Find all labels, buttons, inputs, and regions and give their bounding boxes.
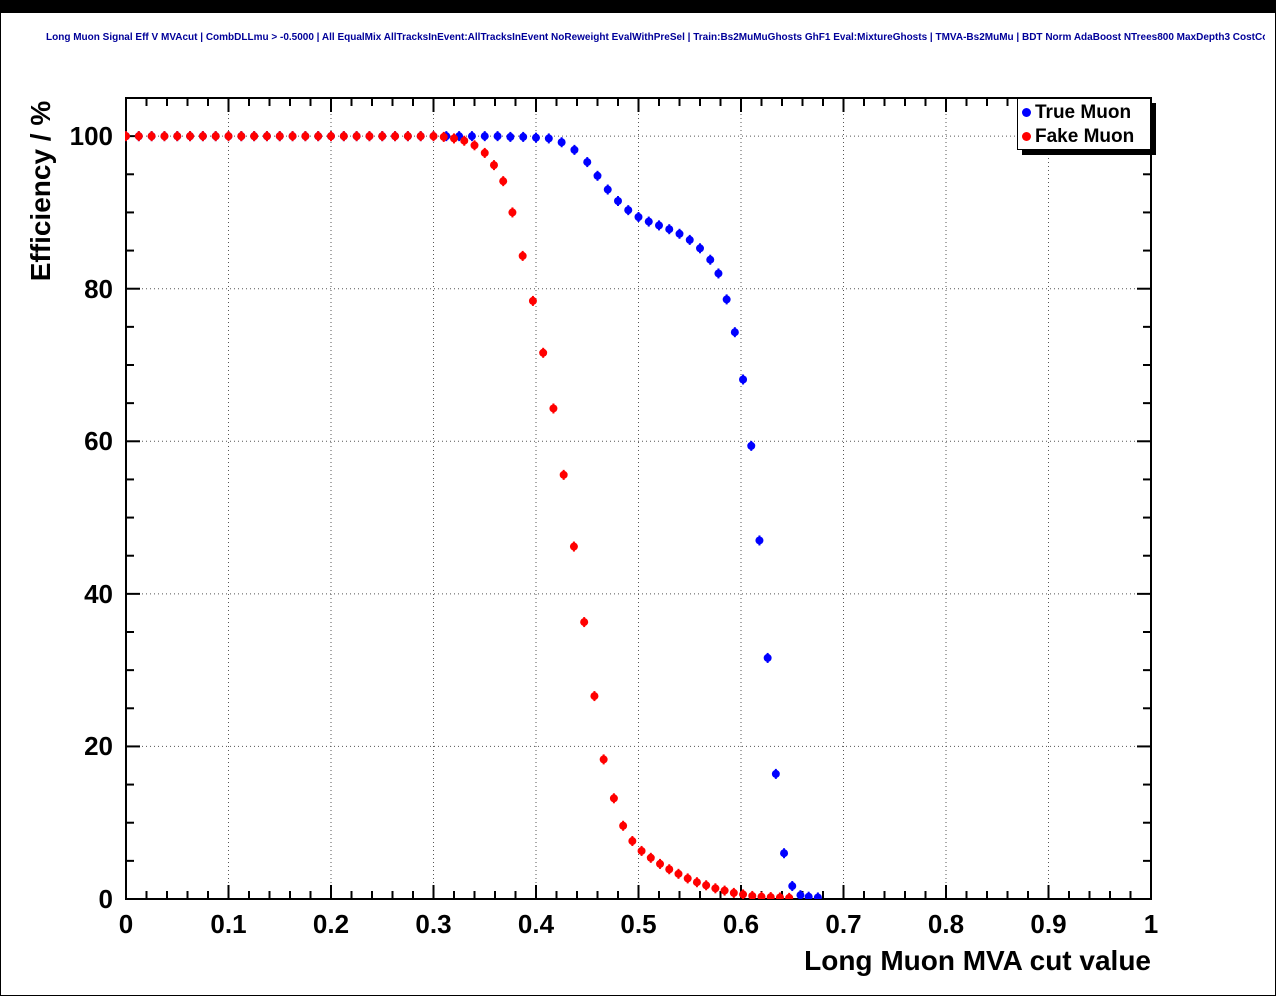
x-tick-label: 0.2 [312,909,350,939]
legend-label-true-muon: True Muon [1035,101,1132,123]
x-tick-label: 0.3 [415,909,452,939]
x-tick-label: 0.6 [722,909,760,939]
chart-title: Long Muon Signal Eff V MVAcut | CombDLLm… [46,32,1265,43]
x-tick-label: 0.4 [517,909,555,939]
y-tick-label: 0 [98,884,113,914]
legend-entry-fake-muon: Fake Muon [1018,124,1150,148]
x-tick-label: 0.8 [927,909,965,939]
legend-label-fake-muon: Fake Muon [1035,125,1135,147]
x-tick-label: 0 [118,909,134,939]
y-tick-label: 100 [69,121,113,152]
x-tick-label: 0.7 [825,909,862,939]
legend-entry-true-muon: True Muon [1018,100,1150,124]
x-tick-label: 0.9 [1030,909,1067,939]
legend: True Muon Fake Muon [1017,98,1151,150]
window-top-bar [1,1,1275,13]
plot-frame [125,97,1152,900]
y-tick-label: 40 [84,578,113,609]
y-tick-label: 80 [84,273,113,304]
y-tick-label: 60 [84,426,113,457]
x-tick-label: 0.1 [210,909,247,939]
x-tick-label: 1 [1143,909,1159,939]
x-tick-label: 0.5 [620,909,657,939]
fake-muon-marker-icon [1022,131,1031,141]
true-muon-marker-icon [1022,107,1031,117]
x-axis-title: Long Muon MVA cut value [804,945,1151,976]
series-fake-muon [125,131,794,899]
series-true-muon [125,131,822,899]
y-tick-label: 20 [84,731,113,762]
gridlines [126,98,1151,899]
